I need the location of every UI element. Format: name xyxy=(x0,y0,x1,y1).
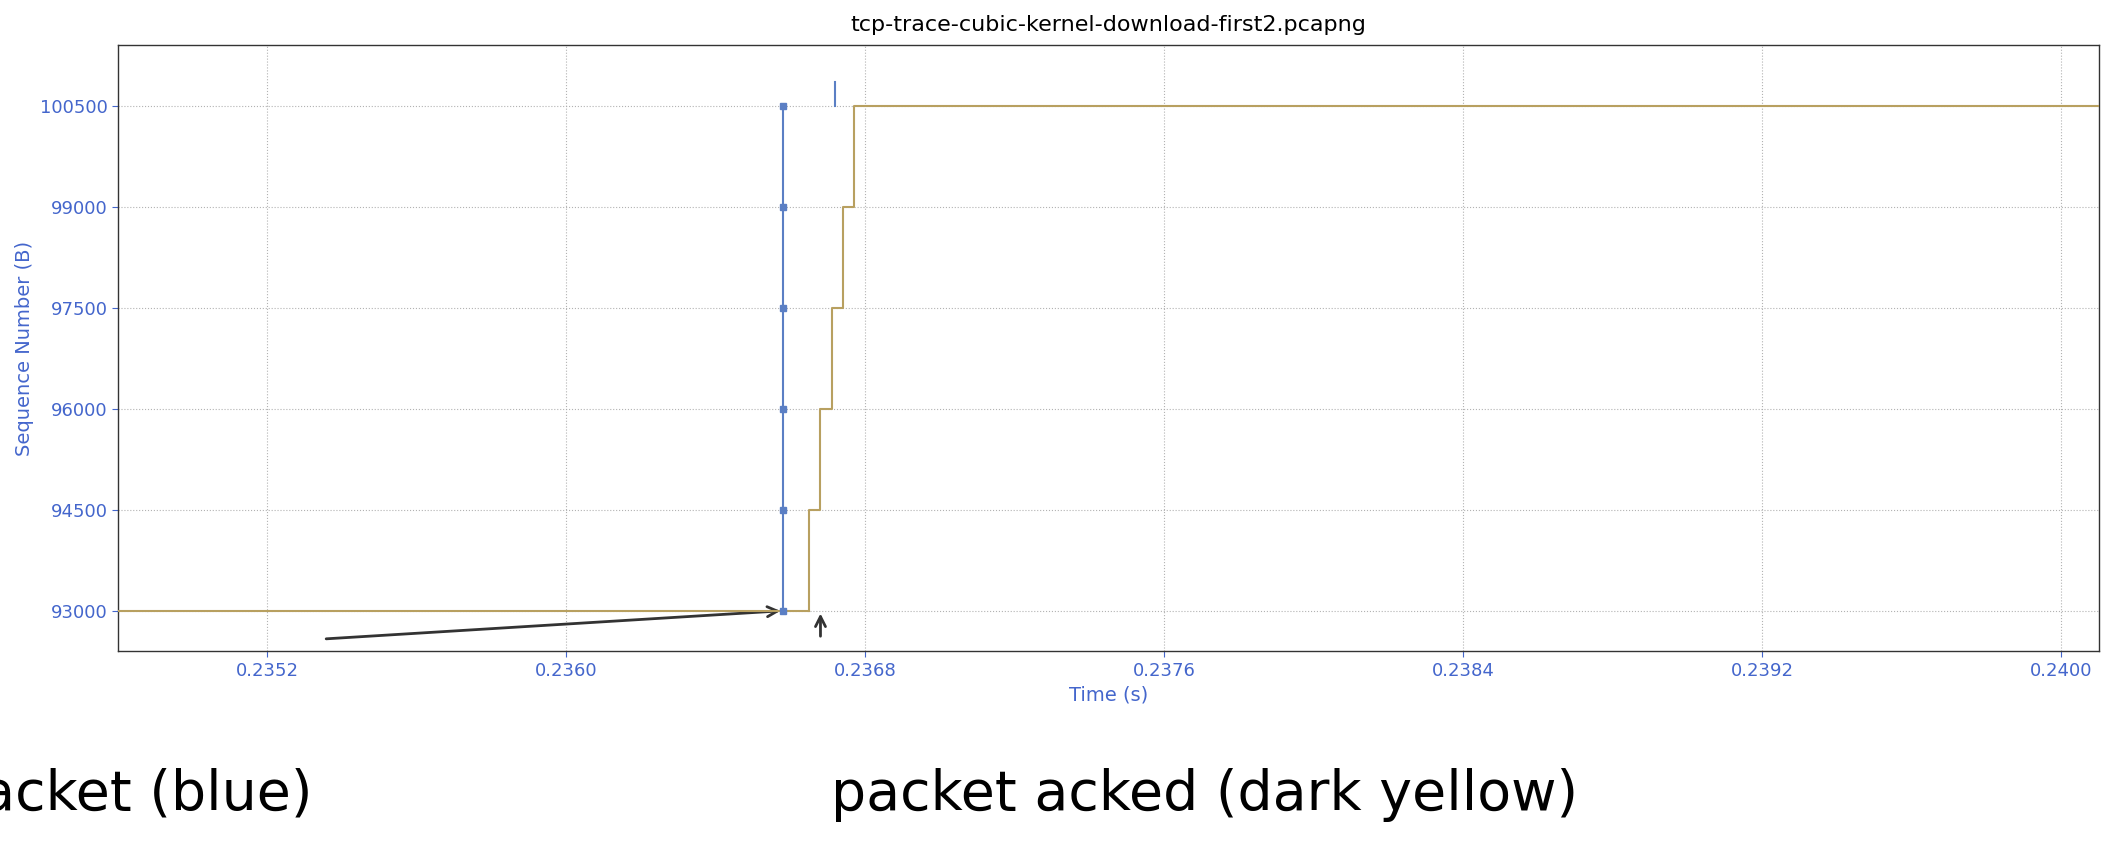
Text: packet (blue): packet (blue) xyxy=(0,768,313,822)
Title: tcp-trace-cubic-kernel-download-first2.pcapng: tcp-trace-cubic-kernel-download-first2.p… xyxy=(850,15,1366,35)
Text: packet acked (dark yellow): packet acked (dark yellow) xyxy=(831,768,1579,822)
X-axis label: Time (s): Time (s) xyxy=(1070,685,1148,704)
Y-axis label: Sequence Number (B): Sequence Number (B) xyxy=(15,240,34,455)
